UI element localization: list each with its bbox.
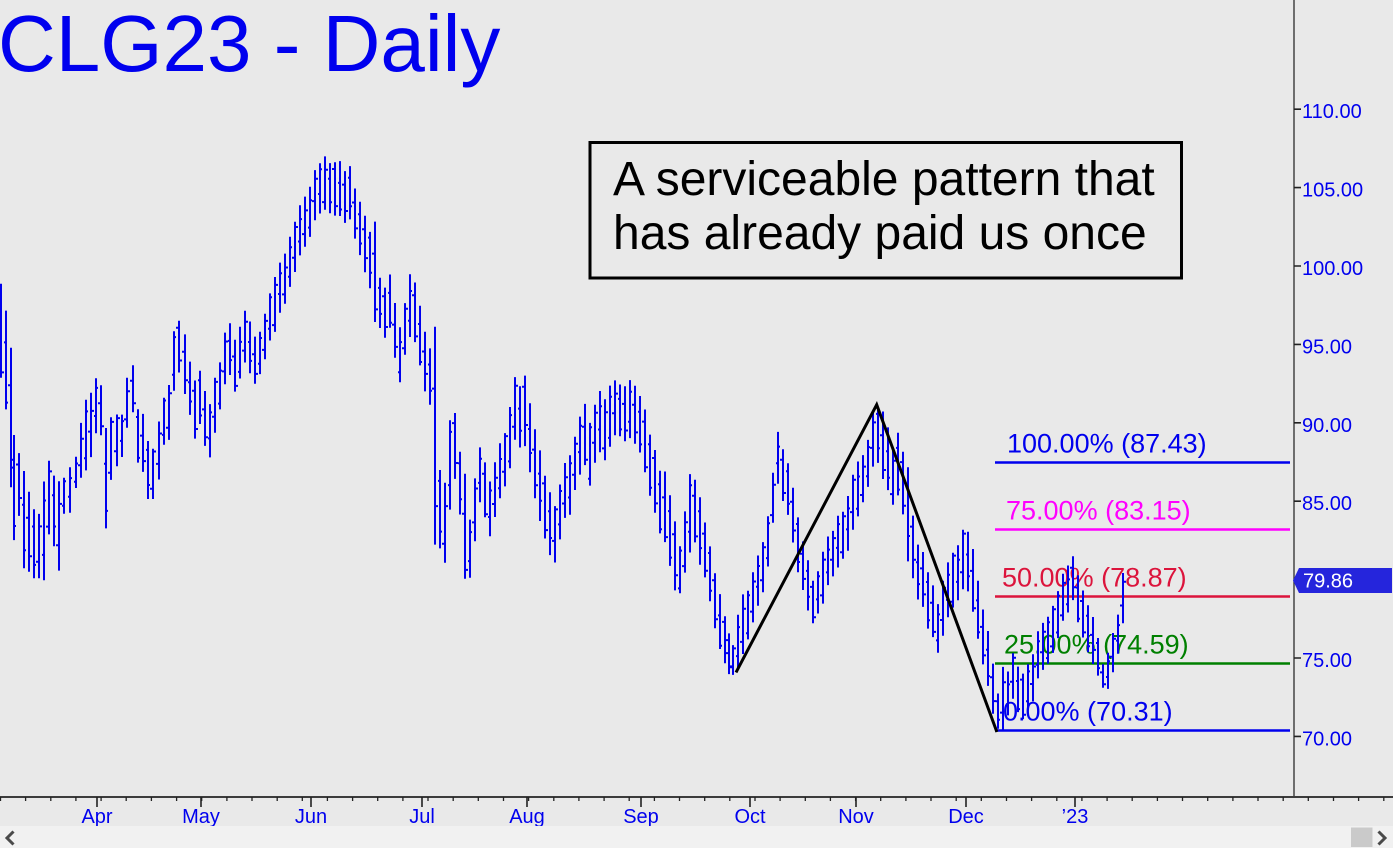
- svg-text:Sep: Sep: [623, 806, 659, 828]
- svg-text:Jul: Jul: [409, 806, 435, 828]
- svg-text:79.86: 79.86: [1303, 571, 1353, 593]
- svg-text:has already paid us once: has already paid us once: [613, 207, 1147, 260]
- svg-text:85.00: 85.00: [1302, 493, 1352, 515]
- svg-text:Jun: Jun: [295, 806, 327, 828]
- svg-text:May: May: [182, 806, 220, 828]
- svg-text:100.00% (87.43): 100.00% (87.43): [1007, 429, 1207, 459]
- svg-text:Dec: Dec: [948, 806, 984, 828]
- svg-text:90.00: 90.00: [1302, 415, 1352, 437]
- svg-text:0.00% (70.31): 0.00% (70.31): [1003, 697, 1173, 727]
- svg-text:95.00: 95.00: [1302, 336, 1352, 358]
- svg-text:Oct: Oct: [734, 806, 766, 828]
- svg-text:75.00% (83.15): 75.00% (83.15): [1006, 496, 1191, 526]
- svg-text:CLG23 - Daily: CLG23 - Daily: [0, 0, 500, 88]
- svg-text:25.00% (74.59): 25.00% (74.59): [1004, 630, 1189, 660]
- svg-text:100.00: 100.00: [1302, 258, 1363, 280]
- svg-text:50.00% (78.87): 50.00% (78.87): [1002, 563, 1187, 593]
- svg-text:105.00: 105.00: [1302, 180, 1363, 202]
- svg-text:70.00: 70.00: [1302, 728, 1352, 750]
- svg-text:Apr: Apr: [81, 806, 112, 828]
- svg-text:Nov: Nov: [838, 806, 874, 828]
- svg-text:75.00: 75.00: [1302, 650, 1352, 672]
- svg-text:110.00: 110.00: [1302, 101, 1362, 123]
- svg-text:’23: ’23: [1062, 806, 1089, 828]
- svg-text:Aug: Aug: [509, 806, 545, 828]
- svg-text:A serviceable pattern that: A serviceable pattern that: [613, 153, 1155, 206]
